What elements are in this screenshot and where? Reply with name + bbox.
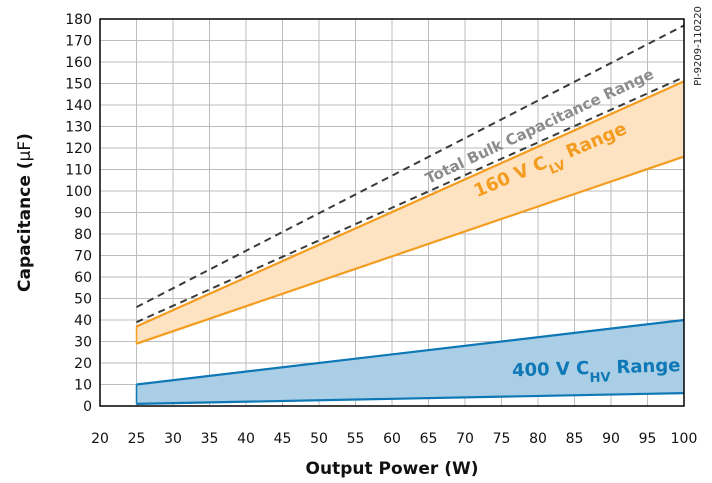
y-tick-label: 160 bbox=[65, 55, 92, 71]
y-tick-label: 10 bbox=[74, 378, 92, 394]
x-tick-label: 60 bbox=[383, 431, 401, 447]
x-tick-label: 30 bbox=[164, 431, 182, 447]
y-tick-label: 140 bbox=[65, 98, 92, 114]
total-bulk-lower-line bbox=[136, 76, 685, 324]
y-tick-label: 120 bbox=[65, 141, 92, 157]
y-tick-labels: 0 10 20 30 40 50 60 70 80 90 100 110 120 130 140 150 160… bbox=[65, 12, 92, 415]
figure-code: PI-9209-110220 bbox=[693, 6, 704, 86]
chv-upper-line bbox=[136, 318, 685, 386]
y-tick-label: 0 bbox=[83, 399, 92, 415]
plot-frame bbox=[99, 18, 685, 407]
clv-upper-line bbox=[136, 80, 685, 328]
x-tick-label: 80 bbox=[529, 431, 547, 447]
x-tick-label: 70 bbox=[456, 431, 474, 447]
y-tick-label: 80 bbox=[74, 227, 92, 243]
y-tick-label: 150 bbox=[65, 77, 92, 93]
y-axis-title: Capacitance (µF) bbox=[15, 133, 35, 292]
x-tick-label: 95 bbox=[639, 431, 657, 447]
x-tick-label: 65 bbox=[420, 431, 438, 447]
y-tick-label: 60 bbox=[74, 270, 92, 286]
y-tick-label: 180 bbox=[65, 12, 92, 28]
x-tick-label: 50 bbox=[310, 431, 328, 447]
x-tick-label: 25 bbox=[128, 431, 146, 447]
x-tick-label: 35 bbox=[201, 431, 219, 447]
y-tick-label: 30 bbox=[74, 335, 92, 351]
y-tick-label: 170 bbox=[65, 34, 92, 50]
x-axis-title: Output Power (W) bbox=[306, 459, 479, 479]
y-tick-label: 110 bbox=[65, 163, 92, 179]
y-tick-label: 130 bbox=[65, 120, 92, 136]
y-tick-label: 90 bbox=[74, 206, 92, 222]
x-tick-label: 75 bbox=[493, 431, 511, 447]
total-bulk-range-lines bbox=[136, 24, 685, 324]
clv-band-fill bbox=[136, 81, 684, 344]
chv-band-fill bbox=[136, 320, 684, 404]
y-tick-label: 50 bbox=[74, 292, 92, 308]
chv-lower-line bbox=[136, 392, 685, 405]
x-tick-label: 100 bbox=[671, 431, 698, 447]
y-tick-label: 100 bbox=[65, 184, 92, 200]
clv-lower-line bbox=[136, 155, 685, 345]
x-tick-label: 45 bbox=[274, 431, 292, 447]
y-tick-label: 40 bbox=[74, 313, 92, 329]
chv-range-label: 400 V CHV Range bbox=[512, 355, 681, 388]
x-tick-labels: 20 25 30 35 40 45 50 55 60 65 70 75 80 85 90 95 100 bbox=[91, 431, 697, 447]
x-tick-label: 40 bbox=[237, 431, 255, 447]
x-tick-label: 55 bbox=[347, 431, 365, 447]
x-tick-label: 85 bbox=[566, 431, 584, 447]
x-tick-label: 20 bbox=[91, 431, 109, 447]
x-tick-label: 90 bbox=[602, 431, 620, 447]
y-tick-label: 70 bbox=[74, 249, 92, 265]
y-tick-label: 20 bbox=[74, 356, 92, 372]
total-bulk-upper-line bbox=[136, 24, 685, 308]
bands bbox=[135, 80, 685, 405]
